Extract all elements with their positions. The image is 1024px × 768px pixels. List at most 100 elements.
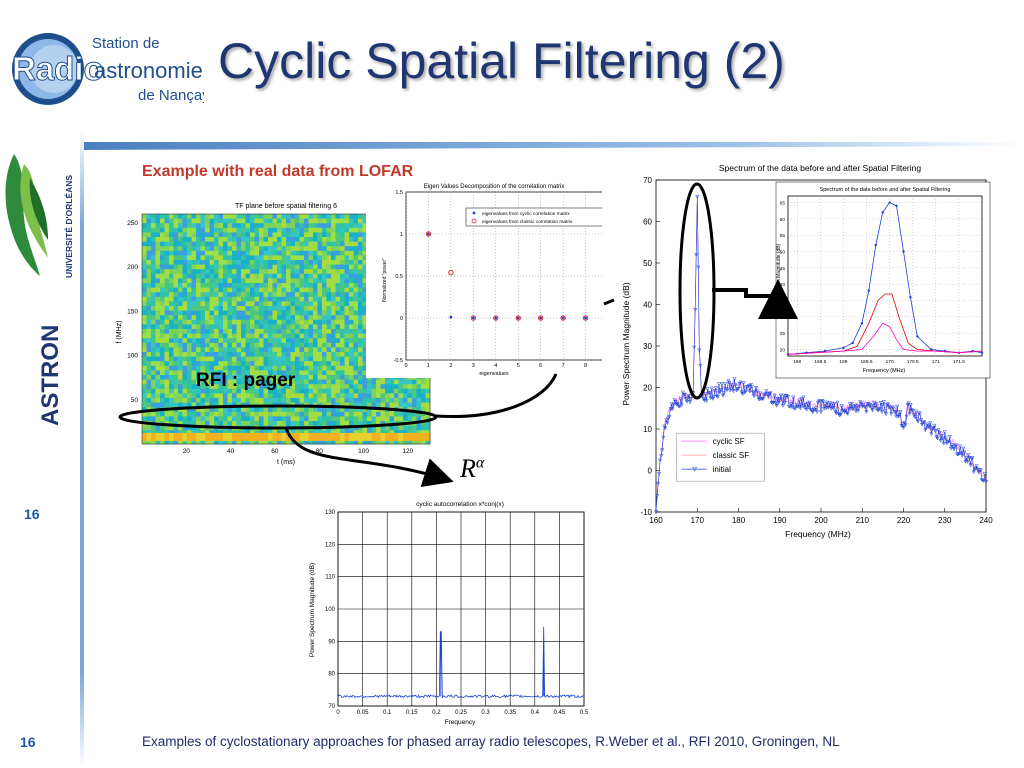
tf-cell bbox=[227, 379, 233, 385]
tf-cell bbox=[313, 384, 318, 390]
spec-xtick: 190 bbox=[773, 516, 787, 525]
tf-cell bbox=[205, 379, 210, 385]
spec-initial-marker bbox=[659, 453, 664, 458]
tf-cell bbox=[214, 227, 219, 233]
tf-cell bbox=[299, 416, 305, 422]
tf-cell bbox=[268, 384, 273, 390]
tf-cell bbox=[187, 338, 192, 344]
tf-cell bbox=[349, 393, 354, 399]
tf-cell bbox=[155, 342, 161, 348]
tf-cell bbox=[227, 287, 233, 293]
tf-cell bbox=[173, 421, 179, 426]
tf-cell bbox=[191, 375, 197, 380]
tf-cell bbox=[268, 416, 273, 422]
tf-cell bbox=[209, 430, 215, 436]
tf-cell bbox=[236, 439, 242, 445]
tf-cell bbox=[416, 388, 422, 394]
inset-ytick: 60 bbox=[780, 217, 786, 223]
spec-initial-marker bbox=[955, 452, 960, 457]
tf-cell bbox=[178, 439, 183, 445]
tf-cell bbox=[349, 310, 354, 316]
tf-cell bbox=[313, 329, 318, 334]
spec-xtick: 220 bbox=[897, 516, 911, 525]
tf-cell bbox=[286, 292, 291, 298]
spec-initial-marker bbox=[966, 453, 971, 457]
tf-cell bbox=[277, 292, 282, 298]
tf-cell bbox=[331, 292, 336, 298]
tf-cell bbox=[277, 375, 282, 380]
tf-cell bbox=[173, 269, 179, 275]
tf-cell bbox=[245, 370, 251, 376]
tf-cell bbox=[155, 287, 161, 293]
tf-cell bbox=[344, 296, 350, 302]
tf-cell bbox=[317, 398, 323, 403]
tf-cell bbox=[151, 370, 156, 376]
tf-cell bbox=[241, 333, 246, 339]
tf-rfi-cell bbox=[367, 432, 372, 441]
tf-cell bbox=[250, 439, 255, 445]
tf-cell bbox=[349, 361, 354, 367]
tf-cell bbox=[344, 393, 350, 399]
astron-text: ASTRON bbox=[37, 325, 64, 426]
tf-cell bbox=[205, 301, 210, 307]
tf-cell bbox=[191, 365, 197, 371]
tf-cell bbox=[313, 264, 318, 270]
tf-cell bbox=[322, 264, 327, 270]
spec-initial-marker bbox=[822, 407, 827, 411]
tf-cell bbox=[362, 260, 368, 265]
tf-cell bbox=[241, 407, 246, 413]
tf-cell bbox=[421, 416, 426, 422]
tf-cell bbox=[227, 264, 233, 270]
tf-cell bbox=[313, 246, 318, 252]
tf-cell bbox=[272, 338, 278, 344]
tf-cell bbox=[155, 306, 161, 311]
tf-cell bbox=[295, 342, 300, 348]
tf-cell bbox=[263, 292, 269, 298]
tf-cell bbox=[232, 379, 237, 385]
tf-cell bbox=[308, 370, 314, 376]
tf-cell bbox=[299, 365, 305, 371]
spec-initial-marker bbox=[907, 412, 912, 416]
tf-cell bbox=[236, 402, 242, 408]
tf-cell bbox=[227, 333, 233, 339]
spec-initial-marker bbox=[983, 480, 989, 484]
tf-cell bbox=[160, 306, 165, 311]
tf-cell bbox=[196, 241, 201, 247]
tf-cell bbox=[191, 398, 197, 403]
tf-cell bbox=[155, 227, 161, 233]
tf-cell bbox=[326, 361, 332, 367]
tf-cell bbox=[304, 338, 309, 344]
tf-cell bbox=[142, 227, 147, 233]
tf-cell bbox=[178, 227, 183, 233]
tf-cell bbox=[209, 352, 215, 357]
eig-classic-point bbox=[582, 315, 589, 321]
tf-cell bbox=[277, 255, 282, 261]
tf-cell bbox=[304, 370, 309, 376]
tf-cell bbox=[281, 273, 287, 279]
tf-cell bbox=[173, 306, 179, 311]
tf-cell bbox=[295, 296, 300, 302]
tf-cell bbox=[295, 333, 300, 339]
tf-cell bbox=[358, 324, 363, 330]
tf-cell bbox=[232, 370, 237, 376]
tf-cell bbox=[214, 273, 219, 279]
tf-cell bbox=[344, 329, 350, 334]
tf-cell bbox=[416, 393, 422, 399]
tf-cell bbox=[335, 352, 341, 357]
tf-cell bbox=[263, 421, 269, 426]
tf-cell bbox=[178, 402, 183, 408]
tf-cell bbox=[331, 218, 336, 224]
tf-cell bbox=[308, 296, 314, 302]
tf-cell bbox=[254, 287, 260, 293]
tf-cell bbox=[308, 379, 314, 385]
tf-cell bbox=[286, 370, 291, 376]
tf-cell bbox=[146, 250, 152, 256]
tf-cell bbox=[196, 255, 201, 261]
tf-cell bbox=[335, 218, 341, 224]
tf-cell bbox=[290, 402, 296, 408]
spec-initial-marker bbox=[807, 400, 812, 405]
tf-cell bbox=[340, 338, 345, 344]
tf-cell bbox=[313, 342, 318, 348]
spec-initial-marker bbox=[793, 406, 798, 411]
tf-cell bbox=[209, 214, 215, 219]
